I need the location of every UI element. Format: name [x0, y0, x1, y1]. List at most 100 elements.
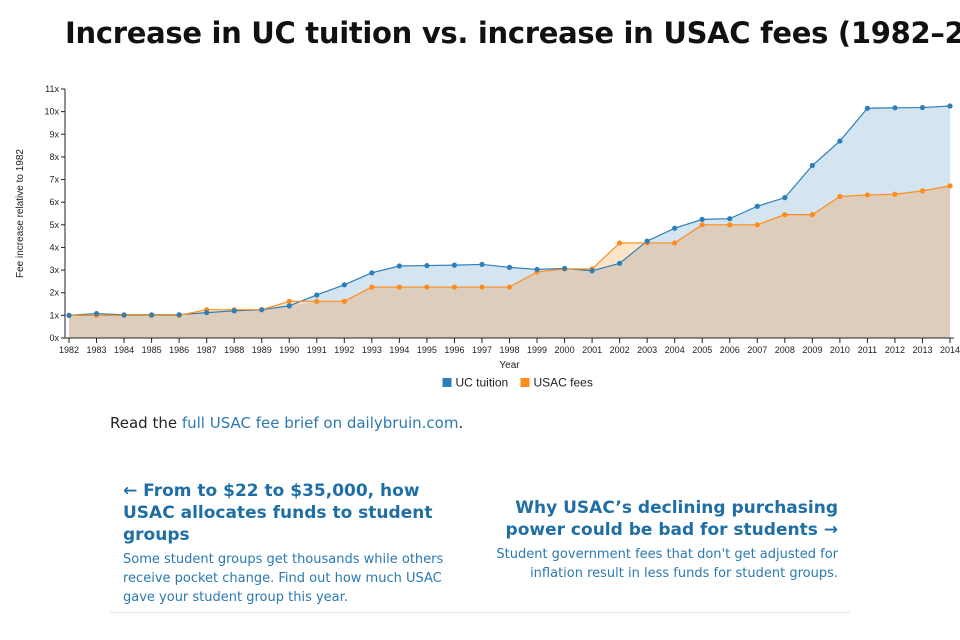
x-tick-label: 1995	[417, 345, 437, 355]
usac-fees-point	[286, 298, 292, 304]
uc-tuition-point	[204, 310, 210, 316]
intro-text: Read the full USAC fee brief on dailybru…	[110, 414, 463, 432]
uc-tuition-point	[699, 216, 705, 222]
x-tick-label: 2012	[885, 345, 905, 355]
x-tick-label: 2002	[610, 345, 630, 355]
x-tick-label: 1999	[527, 345, 547, 355]
uc-tuition-point	[919, 104, 926, 111]
uc-tuition-point	[727, 216, 733, 222]
uc-tuition-point	[534, 266, 540, 273]
x-tick-label: 1982	[59, 345, 79, 355]
usac-fees-point	[451, 284, 458, 290]
uc-tuition-point	[259, 307, 265, 313]
related-story-right-summary: Student government fees that don't get a…	[496, 547, 838, 581]
x-tick-label: 1986	[169, 345, 189, 355]
x-tick-label: 1991	[307, 345, 327, 355]
uc-tuition-point	[93, 310, 100, 317]
y-tick-label: 0x	[49, 333, 59, 343]
x-tick-label: 2009	[802, 345, 822, 355]
y-tick-label: 1x	[49, 310, 59, 320]
uc-tuition-point	[754, 203, 760, 209]
x-tick-label: 1989	[252, 345, 272, 355]
y-tick-label: 11x	[45, 84, 59, 94]
intro-prefix: Read the	[110, 414, 182, 432]
usac-fees-point	[864, 192, 871, 198]
related-story-left-title[interactable]: ← From to $22 to $35,000, how USAC alloc…	[123, 480, 453, 546]
usac-fees-point	[699, 222, 705, 228]
x-tick-label: 2013	[912, 345, 932, 355]
x-tick-label: 2011	[858, 345, 877, 355]
y-tick-label: 7x	[49, 175, 59, 185]
y-tick-label: 3x	[49, 265, 59, 275]
page-title: Increase in UC tuition vs. increase in U…	[65, 16, 960, 50]
arrow-right-icon: →	[823, 520, 838, 540]
x-tick-label: 2004	[665, 345, 685, 355]
uc-tuition-point	[644, 238, 650, 244]
usac-fees-point	[424, 284, 430, 290]
x-tick-label: 1985	[142, 345, 162, 355]
x-tick-label: 2000	[555, 345, 575, 355]
x-axis-label: Year	[499, 360, 520, 371]
y-tick-label: 2x	[49, 288, 59, 298]
usac-fees-point	[341, 298, 347, 304]
x-tick-label: 2007	[747, 345, 767, 355]
x-tick-label: 2001	[582, 345, 602, 355]
uc-tuition-point	[782, 195, 788, 201]
x-tick-label: 2014	[940, 345, 960, 355]
uc-tuition-point	[424, 262, 430, 269]
usac-fees-point	[919, 188, 926, 194]
y-tick-label: 10x	[44, 107, 59, 117]
uc-tuition-point	[286, 303, 292, 309]
y-tick-label: 9x	[49, 129, 59, 139]
uc-tuition-point	[451, 262, 458, 268]
fee-brief-link[interactable]: full USAC fee brief on dailybruin.com	[181, 414, 459, 432]
x-tick-label: 1993	[362, 345, 382, 355]
x-tick-label: 1984	[114, 345, 134, 355]
x-tick-label: 1983	[87, 345, 107, 355]
intro-suffix: .	[458, 414, 464, 432]
uc-tuition-point	[892, 105, 898, 111]
arrow-left-icon: ←	[123, 481, 138, 501]
overlap-area	[69, 185, 950, 338]
x-tick-label: 2010	[830, 345, 850, 355]
usac-fees-point	[947, 183, 953, 189]
y-tick-label: 5x	[49, 220, 59, 230]
x-tick-label: 1988	[224, 345, 244, 355]
usac-fees-point	[809, 212, 815, 218]
related-story-left-title-text: From to $22 to $35,000, how USAC allocat…	[123, 481, 433, 545]
x-tick-label: 2005	[692, 345, 712, 355]
uc-tuition-point	[809, 162, 815, 169]
uc-tuition-point	[148, 312, 155, 318]
usac-fees-legend-label: USAC fees	[534, 376, 593, 390]
usac-fees-point	[727, 222, 733, 228]
usac-fees-point	[506, 284, 513, 290]
usac-fees-point	[892, 191, 898, 197]
x-tick-label: 1998	[499, 345, 519, 355]
x-tick-label: 1987	[197, 345, 217, 355]
uc-tuition-point	[837, 138, 843, 144]
uc-tuition-point	[176, 312, 182, 318]
related-story-left-summary: Some student groups get thousands while …	[123, 552, 444, 605]
uc-tuition-point	[479, 261, 485, 268]
usac-fees-point	[837, 193, 843, 200]
uc-tuition-point	[947, 103, 953, 109]
uc-tuition-point	[341, 282, 347, 288]
related-story-right-title-text: Why USAC’s declining purchasing power co…	[505, 498, 838, 540]
usac-fees-point	[617, 240, 623, 246]
divider	[110, 612, 850, 613]
related-story-right[interactable]: Why USAC’s declining purchasing power co…	[495, 497, 838, 583]
usac-fees-point	[672, 240, 678, 246]
uc-tuition-legend-label: UC tuition	[456, 376, 509, 390]
x-tick-label: 2003	[637, 345, 657, 355]
related-story-left[interactable]: ← From to $22 to $35,000, how USAC alloc…	[123, 480, 453, 607]
uc-tuition-point	[672, 225, 678, 231]
uc-tuition-point	[314, 292, 320, 298]
uc-tuition-point	[231, 308, 237, 314]
related-story-right-title[interactable]: Why USAC’s declining purchasing power co…	[495, 497, 838, 541]
uc-tuition-point	[369, 270, 375, 276]
y-tick-label: 4x	[49, 242, 59, 252]
x-tick-label: 1990	[279, 345, 299, 355]
uc-tuition-point	[617, 260, 623, 266]
x-tick-label: 1992	[334, 345, 354, 355]
usac-fees-point	[754, 222, 760, 228]
